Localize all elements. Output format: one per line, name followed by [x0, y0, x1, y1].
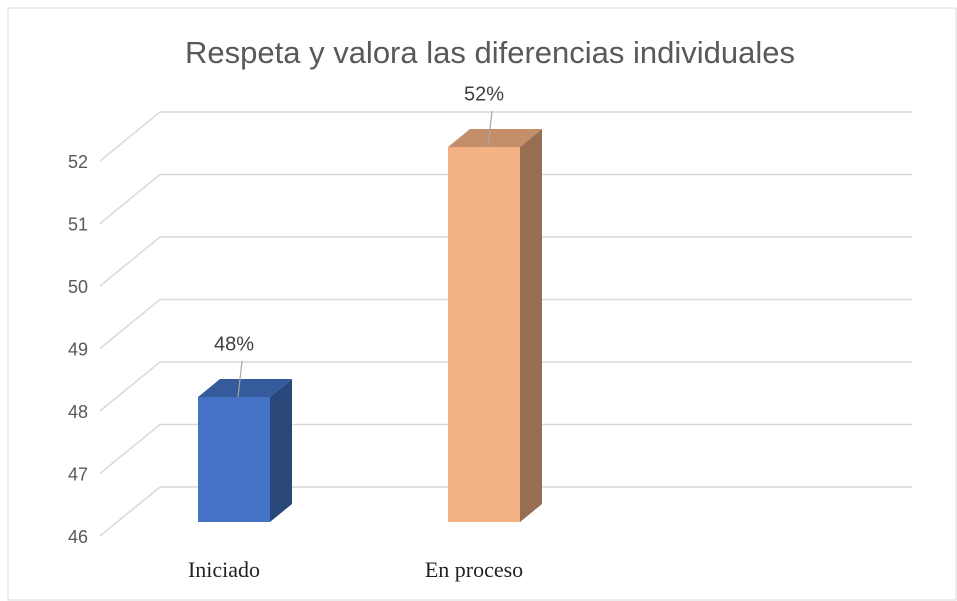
- grid-line: [99, 423, 912, 475]
- y-tick-label: 49: [68, 339, 88, 359]
- y-tick-label: 48: [68, 402, 88, 422]
- leader-line: [487, 110, 493, 148]
- data-label: 48%: [214, 333, 254, 355]
- x-tick-label: Iniciado: [188, 557, 260, 582]
- grid-line: [99, 486, 912, 537]
- grid-line: [99, 173, 912, 225]
- grid-line: [99, 111, 912, 162]
- y-tick-label: 51: [68, 214, 88, 234]
- bar-side: [270, 379, 292, 522]
- chart-title: Respeta y valora las diferencias individ…: [185, 35, 795, 70]
- bar: [198, 397, 270, 522]
- bar: [448, 147, 520, 522]
- bar-top: [448, 129, 542, 147]
- y-tick-label: 47: [68, 464, 88, 484]
- bar-top: [198, 379, 292, 397]
- y-tick-label: 50: [68, 277, 88, 297]
- y-tick-label: 46: [68, 527, 88, 547]
- grid-line: [99, 298, 912, 350]
- bar-side: [520, 129, 542, 522]
- data-label: 52%: [464, 83, 504, 105]
- y-tick-label: 52: [68, 152, 88, 172]
- leader-line: [237, 360, 243, 398]
- x-tick-label: En proceso: [425, 557, 523, 582]
- grid-line: [99, 361, 912, 412]
- grid-line: [99, 236, 912, 287]
